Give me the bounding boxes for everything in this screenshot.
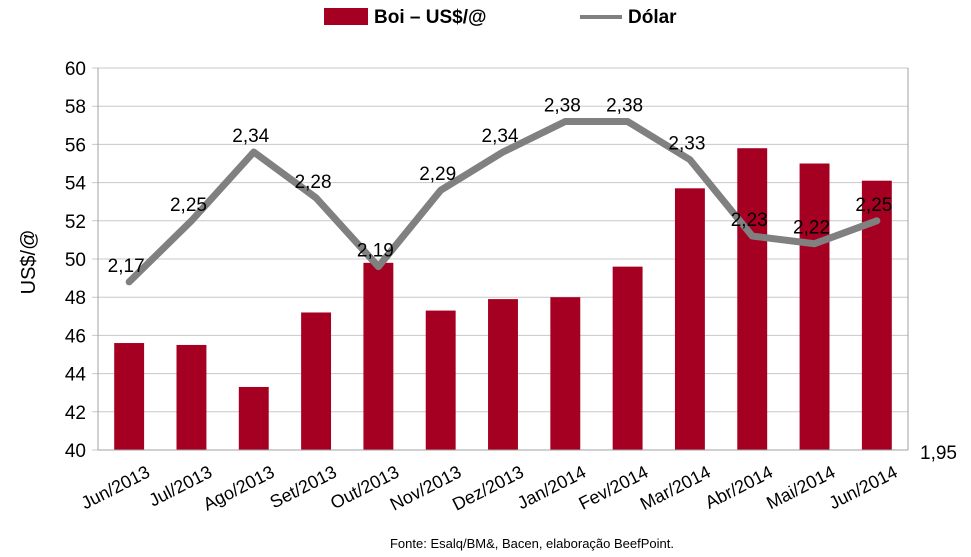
bar [363, 262, 394, 450]
y2-tick-label: 1,95 [920, 443, 957, 464]
bar [550, 297, 581, 450]
bar [114, 343, 145, 450]
data-labels: 2,17 2,25 2,34 2,28 2,19 2,29 2,34 2,38 2,38 2,33… [108, 95, 893, 276]
x-tick-label: Set/2013 [267, 462, 340, 513]
y-tick-label: 56 [65, 135, 86, 156]
y-tick-label: 46 [65, 326, 86, 347]
data-label: 2,19 [357, 241, 394, 262]
x-tick-label: Abr/2014 [702, 462, 776, 513]
data-label: 2,17 [108, 256, 145, 277]
data-label: 2,22 [793, 218, 830, 239]
line-point [190, 220, 192, 222]
line-point [689, 159, 691, 161]
y-tick-label: 60 [65, 59, 86, 80]
data-label: 2,29 [419, 164, 456, 185]
bar [238, 386, 269, 450]
line-point [377, 266, 379, 268]
x-tick-label: Jun/2013 [78, 462, 153, 513]
bar [612, 266, 643, 450]
y-tick-label: 42 [65, 403, 86, 424]
bar [737, 148, 768, 450]
y-tick-label: 52 [65, 212, 86, 233]
bar [488, 299, 518, 450]
x-tick-label: Ago/2013 [200, 462, 278, 515]
x-tick-label: Mai/2014 [763, 462, 838, 513]
bar [425, 310, 456, 450]
y-tick-label: 58 [65, 97, 86, 118]
legend-label-boi: Boi – US$/@ [374, 7, 487, 28]
y-tick-label: 40 [65, 441, 86, 462]
line-point [253, 151, 255, 153]
line-series [125, 117, 881, 286]
x-tick-label: Fev/2014 [575, 462, 651, 514]
line-point [814, 243, 816, 245]
y-tick-label: 50 [65, 250, 86, 271]
legend-swatch-boi [324, 8, 368, 25]
data-label: 2,38 [606, 95, 643, 116]
chart-source: Fonte: Esalq/BM&, Bacen, elaboração Beef… [390, 536, 674, 551]
data-label: 2,28 [295, 172, 332, 193]
data-label: 2,25 [855, 195, 892, 216]
x-tick-label: Dez/2013 [449, 462, 527, 515]
x-tick-label: Jan/2014 [514, 462, 589, 513]
y-tick-label: 44 [65, 365, 87, 386]
line-point [564, 120, 566, 122]
data-label: 2,34 [232, 126, 269, 147]
line-point [128, 281, 130, 283]
x-tick-label: Nov/2013 [387, 462, 465, 515]
line-point [627, 120, 629, 122]
data-label: 2,38 [544, 95, 581, 116]
legend-item-boi: Boi – US$/@ [324, 7, 487, 28]
line-point [751, 235, 753, 237]
x-tick-label: Mar/2014 [637, 462, 714, 514]
bar-series [114, 148, 892, 450]
line-point [502, 151, 504, 153]
bar [799, 163, 830, 450]
line-point [315, 197, 317, 199]
bar [301, 312, 332, 450]
data-label: 2,33 [668, 134, 705, 155]
line-point [440, 189, 442, 191]
legend: Boi – US$/@ Dólar [324, 7, 677, 28]
legend-item-dolar: Dólar [580, 7, 677, 28]
line-point [876, 220, 878, 222]
data-label: 2,25 [170, 195, 207, 216]
bar [674, 188, 705, 450]
grid [92, 67, 908, 451]
bar [176, 344, 207, 450]
y-axis-label: US$/@ [18, 230, 40, 295]
data-label: 2,34 [482, 126, 519, 147]
y-tick-label: 48 [65, 288, 86, 309]
x-tick-label: Jun/2014 [826, 462, 901, 513]
y-tick-label: 54 [65, 174, 87, 195]
legend-label-dolar: Dólar [628, 7, 677, 28]
data-label: 2,23 [731, 210, 768, 231]
